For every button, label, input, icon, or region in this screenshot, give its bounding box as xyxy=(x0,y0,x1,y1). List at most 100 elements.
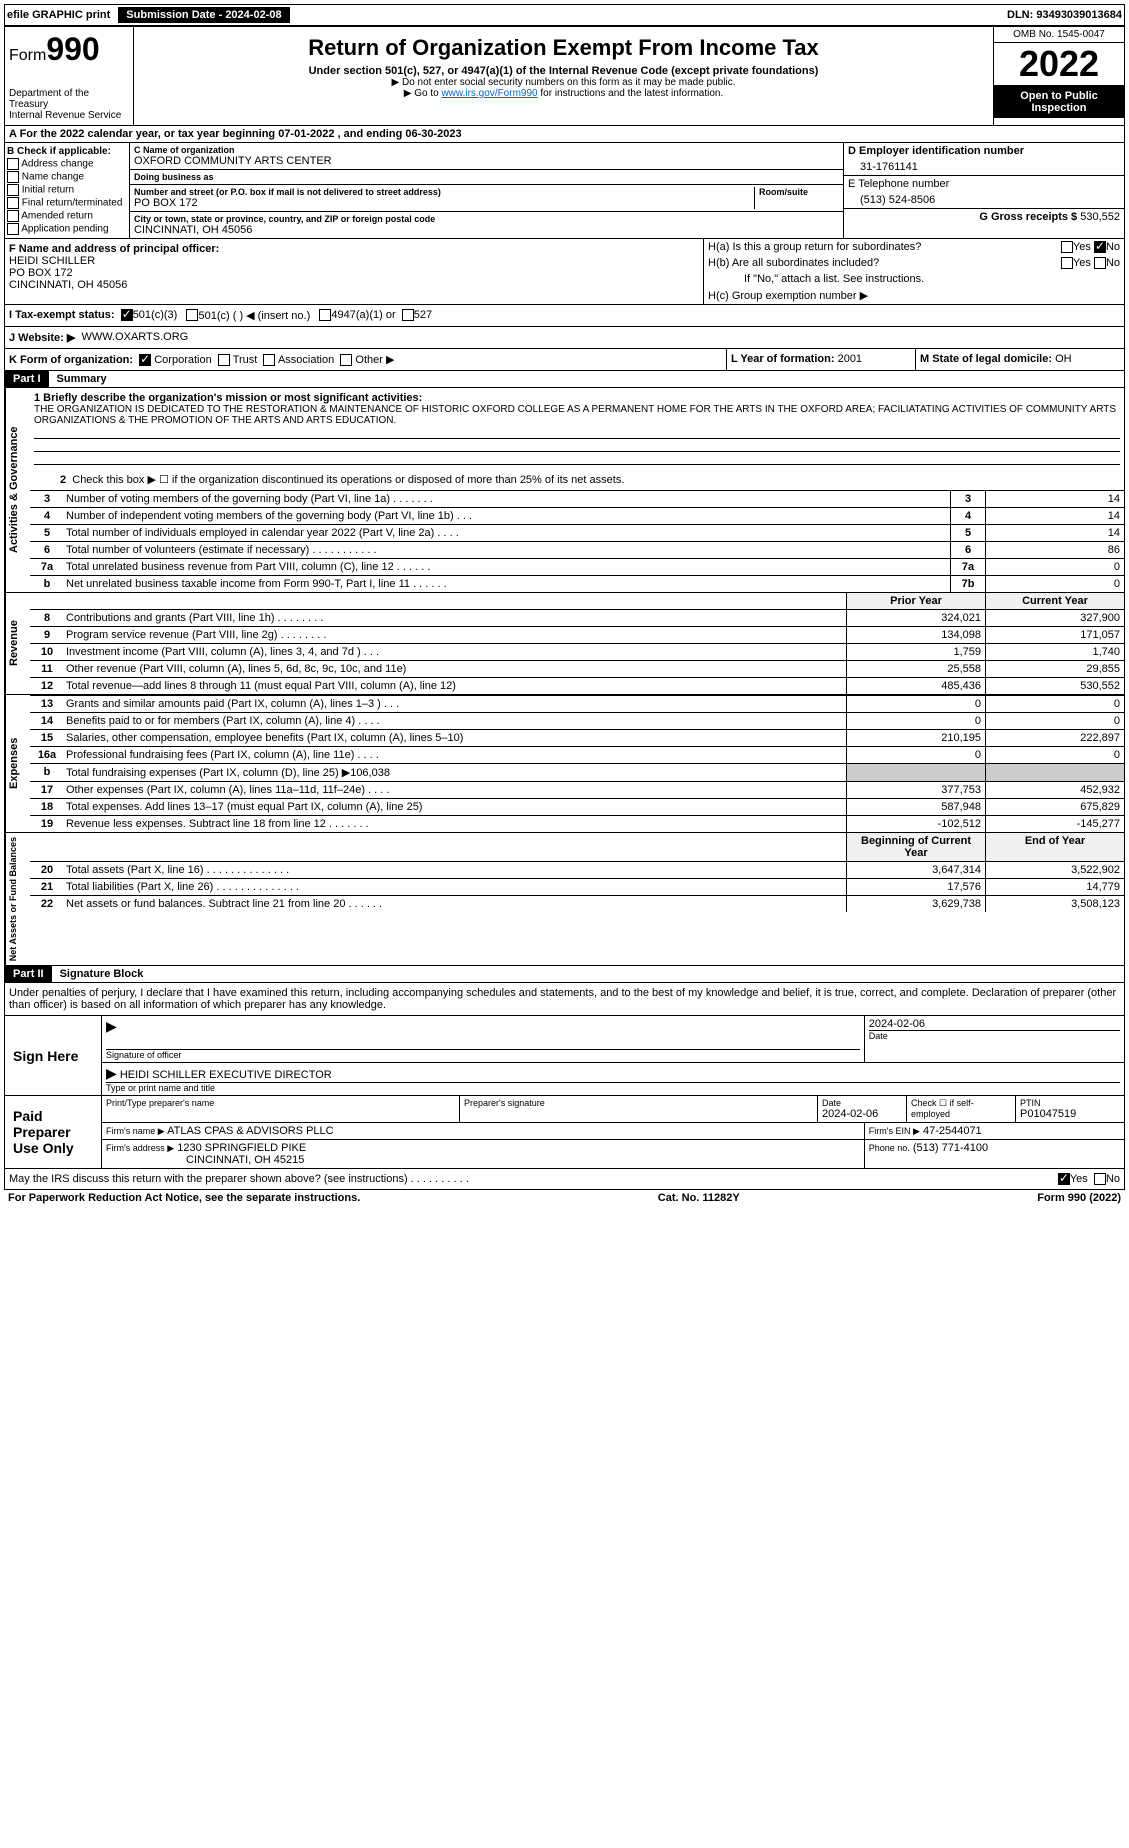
line-text: Contributions and grants (Part VIII, lin… xyxy=(64,610,846,626)
prep-date: 2024-02-06 xyxy=(822,1108,902,1120)
table-row: 15 Salaries, other compensation, employe… xyxy=(30,729,1124,746)
discuss-no: No xyxy=(1106,1173,1120,1185)
checkbox-initial[interactable] xyxy=(7,184,19,196)
line-text: Total assets (Part X, line 16) . . . . .… xyxy=(64,862,846,878)
part2-header: Part II xyxy=(5,966,52,982)
discuss-yes-checkbox[interactable] xyxy=(1058,1173,1070,1185)
line-number: 7a xyxy=(30,559,64,575)
ha-yes-checkbox[interactable] xyxy=(1061,241,1073,253)
k-corp: Corporation xyxy=(154,354,211,366)
line-value: 14 xyxy=(985,491,1124,507)
line-ref: 7b xyxy=(950,576,985,592)
current-value: 3,522,902 xyxy=(985,862,1124,878)
current-value: 530,552 xyxy=(985,678,1124,694)
submission-date-button[interactable]: Submission Date - 2024-02-08 xyxy=(118,7,289,23)
ha-no: No xyxy=(1106,241,1120,253)
line-text: Other expenses (Part IX, column (A), lin… xyxy=(64,782,846,798)
4947-checkbox[interactable] xyxy=(319,309,331,321)
hb-no-checkbox[interactable] xyxy=(1094,257,1106,269)
l-label: L Year of formation: xyxy=(731,353,835,365)
527-checkbox[interactable] xyxy=(402,309,414,321)
current-value: 0 xyxy=(985,747,1124,763)
k-assoc: Association xyxy=(278,354,334,366)
line-ref: 6 xyxy=(950,542,985,558)
line-text: Salaries, other compensation, employee b… xyxy=(64,730,846,746)
firm-ein: 47-2544071 xyxy=(923,1125,982,1137)
assoc-checkbox[interactable] xyxy=(263,354,275,366)
501c3-checkbox[interactable] xyxy=(121,309,133,321)
current-value: -145,277 xyxy=(985,816,1124,832)
line-text: Total expenses. Add lines 13–17 (must eq… xyxy=(64,799,846,815)
exp-label: Expenses xyxy=(5,695,30,832)
table-row: 7a Total unrelated business revenue from… xyxy=(30,558,1124,575)
website-row: J Website: ▶ WWW.OXARTS.ORG xyxy=(4,327,1125,349)
line-value: 86 xyxy=(985,542,1124,558)
prior-value: 324,021 xyxy=(846,610,985,626)
website-value: WWW.OXARTS.ORG xyxy=(81,331,188,344)
table-row: 19 Revenue less expenses. Subtract line … xyxy=(30,815,1124,832)
firm-ein-label: Firm's EIN ▶ xyxy=(869,1126,920,1136)
checkbox-pending[interactable] xyxy=(7,223,19,235)
other-checkbox[interactable] xyxy=(340,354,352,366)
prior-value: 210,195 xyxy=(846,730,985,746)
m-label: M State of legal domicile: xyxy=(920,353,1052,365)
hb-yes-checkbox[interactable] xyxy=(1061,257,1073,269)
discuss-no-checkbox[interactable] xyxy=(1094,1173,1106,1185)
line-text: Professional fundraising fees (Part IX, … xyxy=(64,747,846,763)
sign-here-label: Sign Here xyxy=(5,1016,101,1095)
line2-text: Check this box ▶ ☐ if the organization d… xyxy=(72,474,624,486)
opt-final: Final return/terminated xyxy=(22,198,123,209)
line-number: 18 xyxy=(30,799,64,815)
goto-pre: ▶ Go to xyxy=(404,88,442,99)
501c-checkbox[interactable] xyxy=(186,309,198,321)
sig-officer-label: Signature of officer xyxy=(106,1049,860,1060)
room-label: Room/suite xyxy=(759,187,839,197)
line-number: 10 xyxy=(30,644,64,660)
current-value: 29,855 xyxy=(985,661,1124,677)
box-b-label: B Check if applicable: xyxy=(7,146,127,157)
line-text: Total liabilities (Part X, line 26) . . … xyxy=(64,879,846,895)
trust-checkbox[interactable] xyxy=(218,354,230,366)
firm-addr-label: Firm's address ▶ xyxy=(106,1143,174,1153)
irs-link[interactable]: www.irs.gov/Form990 xyxy=(441,88,537,99)
paid-preparer-block: Paid Preparer Use Only Print/Type prepar… xyxy=(4,1096,1125,1169)
line-value: 14 xyxy=(985,525,1124,541)
checkbox-address[interactable] xyxy=(7,158,19,170)
ein-label: D Employer identification number xyxy=(848,145,1120,157)
table-row: 17 Other expenses (Part IX, column (A), … xyxy=(30,781,1124,798)
k-label: K Form of organization: xyxy=(9,354,133,366)
ha-no-checkbox[interactable] xyxy=(1094,241,1106,253)
ha-label: H(a) Is this a group return for subordin… xyxy=(708,241,1061,253)
open-inspection: Open to Public Inspection xyxy=(994,86,1124,118)
line-number: b xyxy=(30,576,64,592)
begin-year-header: Beginning of Current Year xyxy=(846,833,985,861)
checkbox-name[interactable] xyxy=(7,171,19,183)
checkbox-amended[interactable] xyxy=(7,210,19,222)
corp-checkbox[interactable] xyxy=(139,354,151,366)
entity-info-row: B Check if applicable: Address change Na… xyxy=(4,143,1125,239)
current-value: 327,900 xyxy=(985,610,1124,626)
j-label: J Website: ▶ xyxy=(9,331,75,344)
table-row: 9 Program service revenue (Part VIII, li… xyxy=(30,626,1124,643)
line-number: 16a xyxy=(30,747,64,763)
prior-value: 3,647,314 xyxy=(846,862,985,878)
line-ref: 4 xyxy=(950,508,985,524)
line-number: 4 xyxy=(30,508,64,524)
prior-value: 134,098 xyxy=(846,627,985,643)
checkbox-final[interactable] xyxy=(7,197,19,209)
line-number: 9 xyxy=(30,627,64,643)
table-row: 20 Total assets (Part X, line 16) . . . … xyxy=(30,861,1124,878)
prior-year-header: Prior Year xyxy=(846,593,985,609)
dept-irs: Internal Revenue Service xyxy=(9,110,129,121)
gross-label: G Gross receipts $ xyxy=(979,211,1077,223)
line-text: Benefits paid to or for members (Part IX… xyxy=(64,713,846,729)
prior-value: 3,629,738 xyxy=(846,896,985,912)
table-row: 16a Professional fundraising fees (Part … xyxy=(30,746,1124,763)
line-number: 19 xyxy=(30,816,64,832)
header-center: Return of Organization Exempt From Incom… xyxy=(134,27,993,125)
sig-date: 2024-02-06 xyxy=(869,1018,1120,1030)
prior-value: 0 xyxy=(846,696,985,712)
klm-row: K Form of organization: Corporation Trus… xyxy=(4,349,1125,371)
table-row: 6 Total number of volunteers (estimate i… xyxy=(30,541,1124,558)
city-value: CINCINNATI, OH 45056 xyxy=(134,224,839,236)
